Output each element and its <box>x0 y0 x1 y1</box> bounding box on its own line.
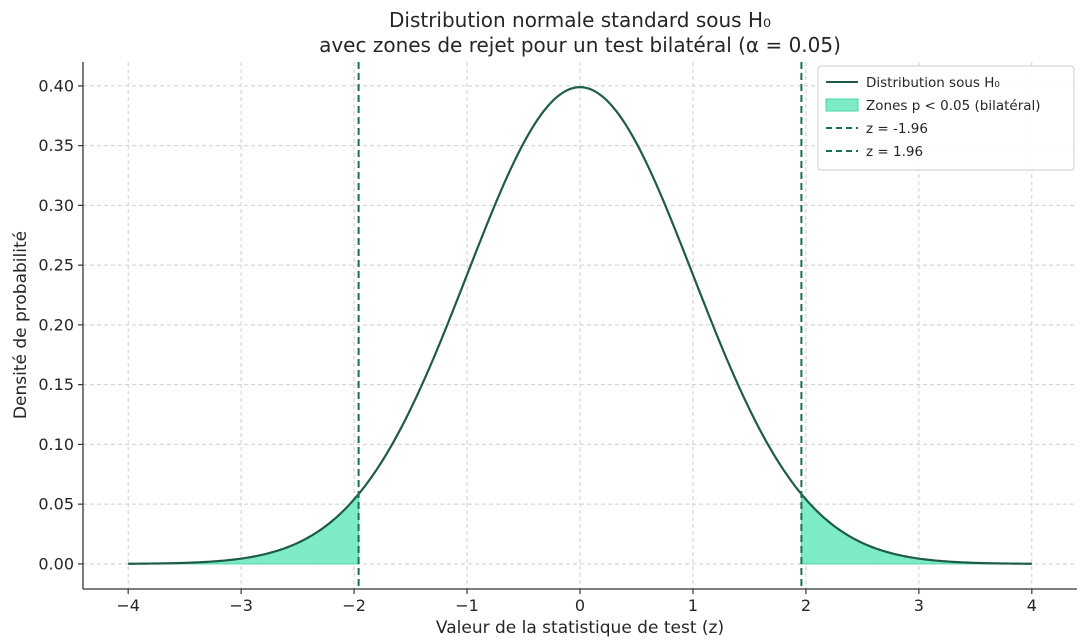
legend: Distribution sous H₀ Zones p < 0.05 (bil… <box>817 65 1075 171</box>
y-tick-label: 0.00 <box>38 554 74 573</box>
y-tick-label: 0.30 <box>38 196 74 215</box>
y-tick-label: 0.40 <box>38 76 74 95</box>
x-tick-label: 4 <box>1027 596 1037 615</box>
y-axis-label: Densité de probabilité <box>11 231 31 419</box>
x-tick-label: −1 <box>455 596 479 615</box>
y-tick-label: 0.25 <box>38 256 74 275</box>
density-curve <box>128 86 1032 565</box>
y-tick-label: 0.05 <box>38 495 74 514</box>
curve-layer <box>128 86 1032 565</box>
chart-title-line-1: Distribution normale standard sous H₀ <box>389 8 771 32</box>
legend-curve-label: Distribution sous H₀ <box>866 75 1000 91</box>
x-tick-label: −3 <box>229 596 253 615</box>
legend-box <box>817 65 1075 171</box>
ticks: −4 −3 −2 −1 0 1 2 3 4 0.00 0.05 0.10 0.15 0.20 0.25 0.3… <box>38 76 1037 615</box>
grid <box>83 62 1077 589</box>
legend-left-line-label: z = -1.96 <box>866 121 928 137</box>
chart-title-line-2: avec zones de rejet pour un test bilatér… <box>319 33 841 57</box>
x-tick-label: −2 <box>342 596 366 615</box>
y-tick-label: 0.35 <box>38 136 74 155</box>
chart-title: Distribution normale standard sous H₀ av… <box>319 8 841 57</box>
x-tick-label: 3 <box>914 596 924 615</box>
x-axis-label: Valeur de la statistique de test (z) <box>436 618 724 638</box>
x-tick-label: 1 <box>688 596 698 615</box>
y-tick-label: 0.10 <box>38 435 74 454</box>
x-tick-label: 0 <box>575 596 585 615</box>
legend-fill-swatch <box>825 98 859 112</box>
y-tick-label: 0.15 <box>38 375 74 394</box>
x-tick-label: −4 <box>116 596 140 615</box>
x-tick-label: 2 <box>801 596 811 615</box>
legend-fill-label: Zones p < 0.05 (bilatéral) <box>866 98 1041 114</box>
legend-right-line-label: z = 1.96 <box>866 144 923 160</box>
y-tick-label: 0.20 <box>38 315 74 334</box>
